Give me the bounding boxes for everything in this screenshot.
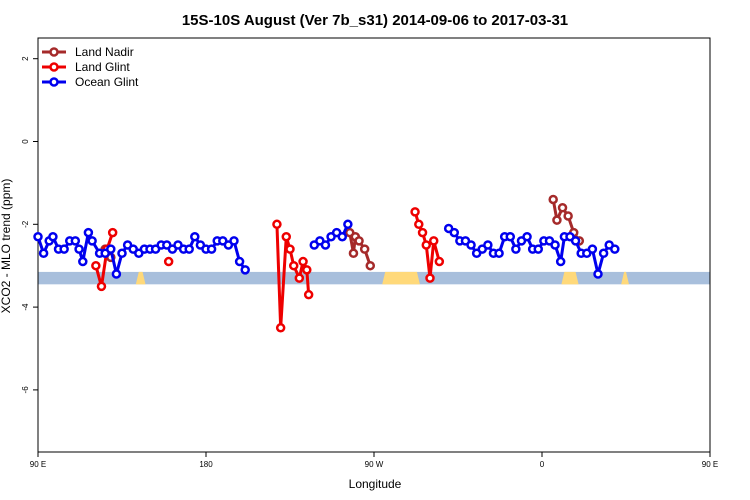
y-axis-label: XCO2 - MLO trend (ppm) [0,179,13,314]
series-ocean-glint [33,219,620,279]
x-tick-label: 90 E [702,460,718,469]
land-band-0 [135,271,146,285]
data-point [365,260,376,271]
series-line [94,232,115,287]
data-point [70,236,81,246]
legend-marker [49,47,59,57]
data-point [281,231,292,242]
legend-marker [49,77,59,87]
legend-label: Ocean Glint [75,75,139,89]
land-band-3 [621,271,629,285]
data-point [587,244,598,254]
data-point [354,236,364,246]
data-point [285,244,295,254]
data-point [550,240,560,250]
y-tick-label: 2 [21,56,30,61]
data-point [303,289,314,300]
data-point [106,244,116,254]
data-point [337,231,348,242]
data-point [511,244,521,254]
data-point [414,219,424,230]
data-point [288,260,299,271]
data-point [234,256,245,267]
data-point [425,273,435,283]
y-tick-label: -2 [21,220,30,228]
plot-area: 90 E 180 90 W 0 90 E 2 0 -2 -4 -6 [21,37,718,469]
data-point [111,269,122,279]
data-point [593,269,603,279]
data-point [96,281,107,292]
data-point [59,244,69,254]
data-point [505,231,516,242]
x-tick-label: 90 W [365,460,384,469]
data-point [298,256,308,267]
data-point [466,240,476,250]
data-point [348,248,359,259]
data-point [91,260,101,271]
data-point [206,244,217,254]
legend-label: Land Nadir [75,45,134,59]
data-point [483,240,493,250]
data-point [184,244,194,254]
data-point [533,244,544,254]
data-point [359,244,370,254]
data-point [434,256,445,267]
data-point [552,215,562,225]
data-point [48,231,58,242]
data-point [229,236,239,246]
x-tick-label: 0 [540,460,545,469]
land-band-2 [561,271,579,285]
data-point [302,265,312,275]
data-point [570,236,581,246]
land-band-1 [382,271,420,285]
data-point [294,273,305,283]
data-point [555,256,566,267]
data-point [428,236,439,246]
data-point [275,323,286,333]
data-point [83,227,94,238]
data-point [163,256,174,267]
data-point [522,231,532,242]
series-land-glint [91,207,445,333]
chart-title: 15S-10S August (Ver 7b_s31) 2014-09-06 t… [182,12,568,29]
legend-label: Land Glint [75,60,130,74]
data-point [240,265,250,275]
data-point [38,248,49,259]
data-point [87,236,97,246]
data-point [343,219,353,230]
x-axis-label: Longitude [349,477,402,491]
data-point [107,227,118,238]
legend-marker [49,62,59,72]
y-tick-label: -4 [21,303,30,311]
data-point [449,227,460,238]
data-point [74,244,84,254]
data-point [190,231,200,242]
ocean-band [38,271,710,285]
data-point [272,219,282,230]
data-point [557,202,568,213]
data-point [421,240,432,250]
data-point [78,256,88,267]
y-tick-label: 0 [21,139,30,144]
data-point [320,240,331,250]
x-tick-label: 180 [199,460,213,469]
data-point [598,248,609,259]
data-point [410,207,420,217]
series-land-nadir [100,194,585,271]
y-tick-label: -6 [21,386,30,394]
data-point [117,248,127,259]
x-tick-label: 90 E [30,460,46,469]
data-point [33,231,43,242]
data-point [563,211,573,221]
data-point [417,227,428,238]
data-point [548,194,558,205]
data-point [494,248,504,259]
data-point [610,244,620,254]
